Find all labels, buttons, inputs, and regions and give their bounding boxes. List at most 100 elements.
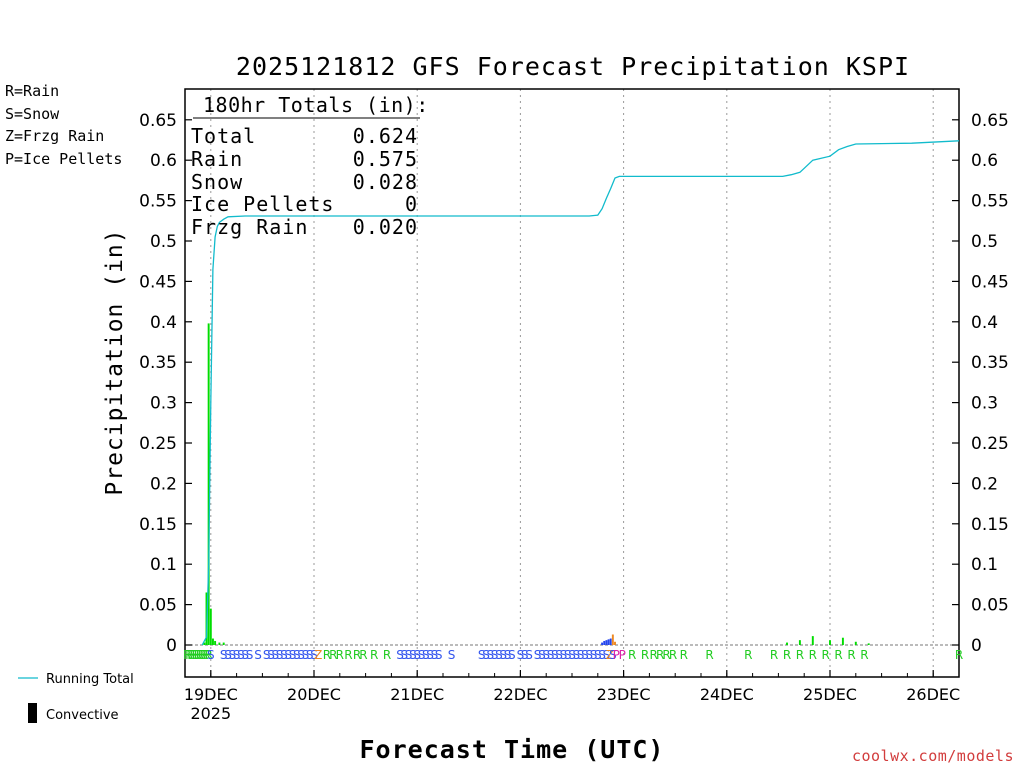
x-tick-label: 22DEC bbox=[493, 685, 547, 704]
totals-label-frzg-rain: Frzg Rain bbox=[191, 215, 308, 239]
precip-bar-rain bbox=[203, 642, 206, 645]
precip-type-code: S bbox=[207, 648, 215, 662]
precip-type-code: S bbox=[499, 648, 507, 662]
precip-type-code: S bbox=[310, 648, 318, 662]
site-credit: coolwx.com/models bbox=[852, 747, 1014, 765]
precip-type-code: R bbox=[204, 648, 212, 662]
y-tick-label-right: 0.55 bbox=[971, 192, 1009, 212]
precip-type-code: R bbox=[641, 648, 649, 662]
totals-label-total: Total bbox=[191, 124, 256, 148]
x-tick-label: 25DEC bbox=[803, 685, 857, 704]
y-tick-label-left: 0.1 bbox=[150, 555, 177, 575]
precip-type-code: R bbox=[656, 648, 664, 662]
precip-type-code: S bbox=[508, 648, 516, 662]
precip-type-code: S bbox=[409, 648, 417, 662]
legend-snow: S=Snow bbox=[5, 105, 60, 123]
precip-type-code: R bbox=[187, 648, 195, 662]
precip-type-code: R bbox=[183, 648, 191, 662]
precip-type-code: S bbox=[572, 648, 580, 662]
y-tick-label-right: 0.05 bbox=[971, 596, 1009, 616]
precip-type-code: R bbox=[847, 648, 855, 662]
precip-type-code: S bbox=[405, 648, 413, 662]
precip-bar-rain bbox=[798, 640, 801, 645]
precip-type-code: R bbox=[680, 648, 688, 662]
totals-value-frzg-rain: 0.020 bbox=[353, 215, 418, 239]
precip-type-code: R bbox=[353, 648, 361, 662]
precip-type-code: S bbox=[422, 648, 430, 662]
precip-type-code: S bbox=[306, 648, 314, 662]
totals-label-snow: Snow bbox=[191, 170, 243, 194]
precip-type-code: S bbox=[271, 648, 279, 662]
precip-type-code: S bbox=[448, 648, 456, 662]
y-tick-label-left: 0.25 bbox=[139, 434, 177, 454]
precip-type-code: P bbox=[613, 648, 620, 662]
precip-bar-snow bbox=[607, 639, 610, 645]
y-tick-label-left: 0.15 bbox=[139, 515, 177, 535]
precip-bar-rain bbox=[854, 641, 857, 645]
precip-type-code: S bbox=[560, 648, 568, 662]
precip-type-code: R bbox=[202, 648, 210, 662]
y-tick-label-right: 0.35 bbox=[971, 353, 1009, 373]
precip-bar-rain bbox=[867, 643, 870, 645]
y-tick-label-right: 0.3 bbox=[971, 394, 998, 414]
precip-type-code: R bbox=[705, 648, 713, 662]
precip-type-code: S bbox=[224, 648, 232, 662]
precip-type-code: S bbox=[594, 648, 602, 662]
precip-bar-rain bbox=[829, 640, 831, 645]
precip-type-code: Z bbox=[606, 648, 614, 662]
precip-type-code: R bbox=[192, 648, 200, 662]
precip-type-code: R bbox=[860, 648, 868, 662]
running-total-label: Running Total bbox=[46, 672, 134, 687]
precip-type-code: S bbox=[555, 648, 563, 662]
precip-type-code: S bbox=[237, 648, 245, 662]
x-tick-label: 20DEC bbox=[287, 685, 341, 704]
precip-type-code: S bbox=[418, 648, 426, 662]
precip-type-code: R bbox=[770, 648, 778, 662]
totals-label-ice-pellets: Ice Pellets bbox=[191, 192, 334, 216]
precip-type-legend: R=Rain S=Snow Z=Frzg Rain P=Ice Pellets bbox=[5, 82, 122, 168]
precip-bar-rain bbox=[209, 608, 212, 645]
x-tick-label: 23DEC bbox=[597, 685, 651, 704]
precip-type-code: S bbox=[577, 648, 585, 662]
precip-bar-snow bbox=[601, 642, 604, 645]
precip-type-code: S bbox=[603, 648, 611, 662]
y-axis-label: Precipitation (in) bbox=[102, 228, 128, 495]
precip-type-code: S bbox=[289, 648, 297, 662]
precip-type-code: R bbox=[200, 648, 208, 662]
x-year-label: 2025 bbox=[190, 704, 231, 723]
y-tick-label-left: 0.3 bbox=[150, 394, 177, 414]
precip-type-code: S bbox=[284, 648, 292, 662]
precip-bar-rain bbox=[207, 323, 210, 645]
y-tick-label-right: 0 bbox=[971, 636, 982, 656]
y-tick-label-left: 0.05 bbox=[139, 596, 177, 616]
precip-bar-rain bbox=[786, 642, 788, 645]
precip-type-code: S bbox=[581, 648, 589, 662]
precip-type-code: S bbox=[426, 648, 434, 662]
precip-type-code: S bbox=[609, 648, 617, 662]
precip-type-code: S bbox=[551, 648, 559, 662]
precip-type-code: S bbox=[297, 648, 305, 662]
precip-type-code: S bbox=[400, 648, 408, 662]
precip-bar-rain bbox=[841, 637, 844, 645]
precip-type-code: R bbox=[650, 648, 658, 662]
precip-type-code: P bbox=[619, 648, 626, 662]
precip-type-code: S bbox=[233, 648, 241, 662]
x-tick-label: 21DEC bbox=[390, 685, 444, 704]
precip-type-code: S bbox=[491, 648, 499, 662]
precip-type-code: S bbox=[220, 648, 228, 662]
precip-type-code: R bbox=[662, 648, 670, 662]
precip-type-code: S bbox=[396, 648, 404, 662]
totals-value-ice-pellets: 0 bbox=[405, 192, 418, 216]
precip-type-code: S bbox=[504, 648, 512, 662]
legend-rain: R=Rain bbox=[5, 82, 59, 100]
precip-type-code: R bbox=[370, 648, 378, 662]
y-tick-label-left: 0.5 bbox=[150, 232, 177, 252]
y-tick-label-right: 0.1 bbox=[971, 555, 998, 575]
y-axis-right: 0 0.05 0.1 0.15 0.2 0.25 0.3 0.35 0.4 0.45 0.5 0.55… bbox=[952, 111, 1009, 656]
precip-type-code: R bbox=[336, 648, 344, 662]
y-tick-label-left: 0.2 bbox=[150, 474, 177, 494]
precip-bar-rain bbox=[214, 640, 217, 645]
precip-type-code: R bbox=[185, 648, 193, 662]
precip-bar-snow bbox=[605, 640, 608, 645]
